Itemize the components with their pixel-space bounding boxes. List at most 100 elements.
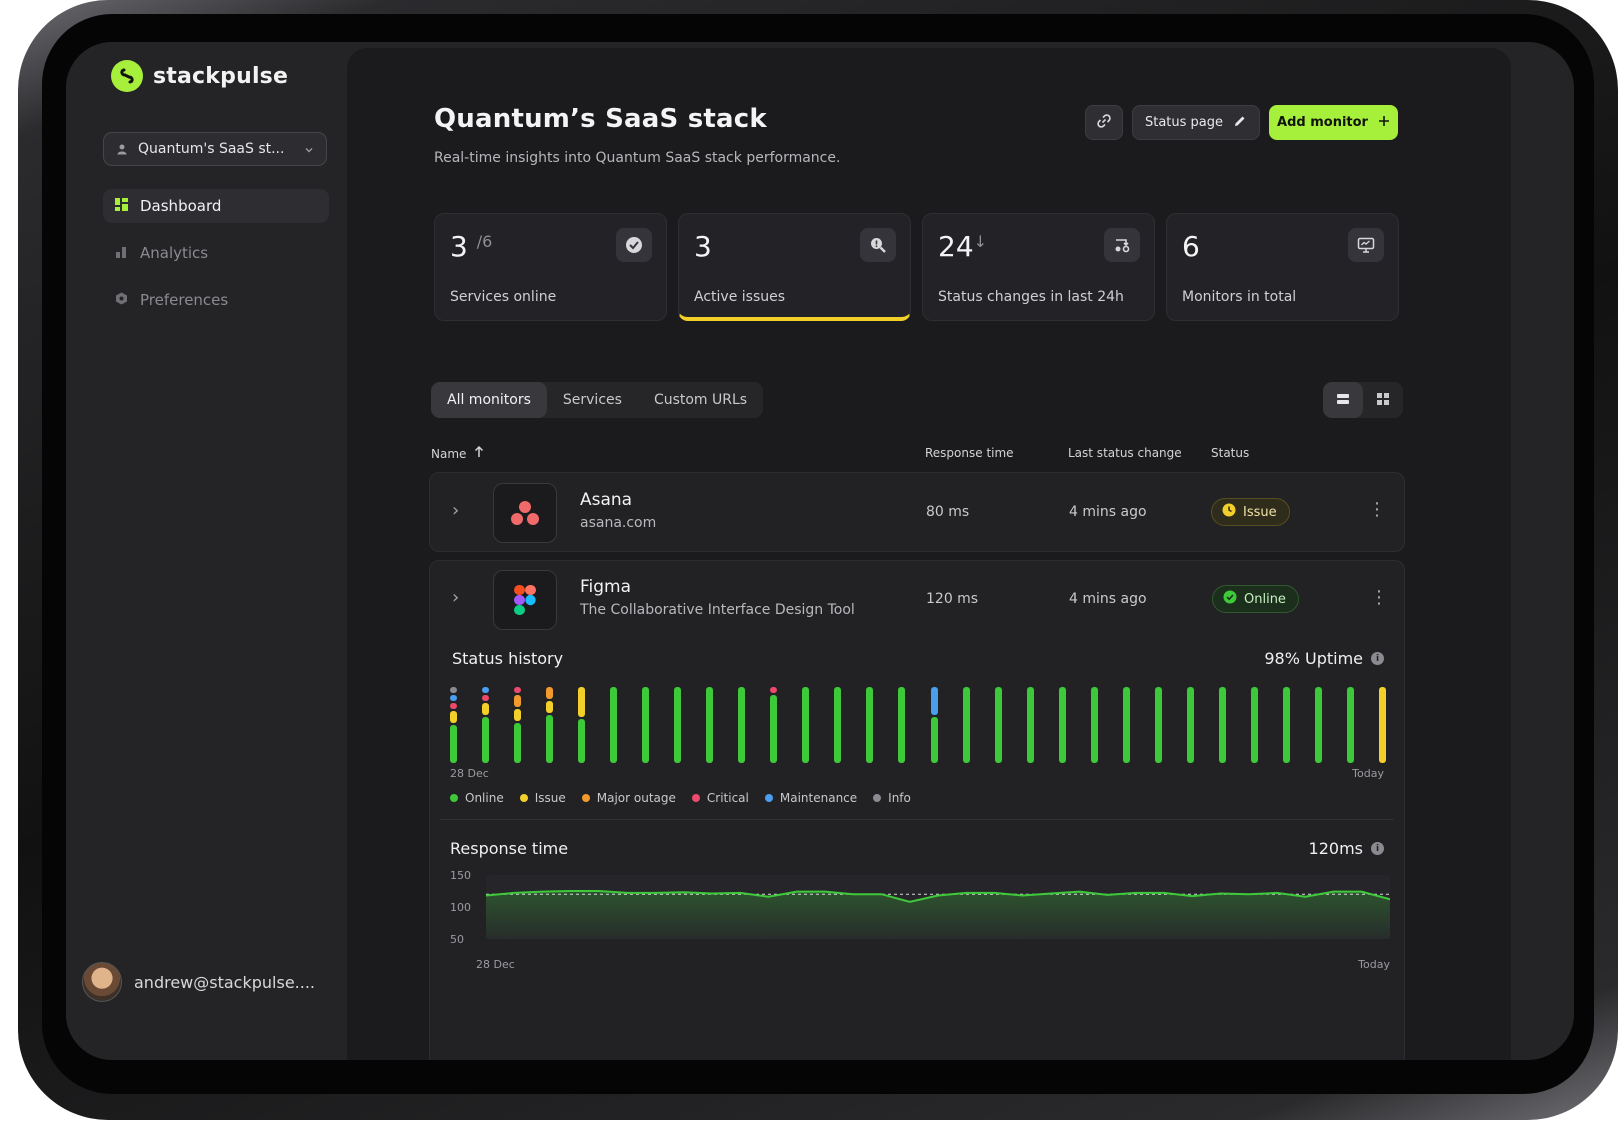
status-badge: Issue xyxy=(1211,498,1290,526)
status-day-bar[interactable] xyxy=(738,687,746,763)
status-segment-major xyxy=(514,695,522,707)
chevron-right-icon[interactable]: › xyxy=(452,587,460,608)
column-header-response-time[interactable]: Response time xyxy=(925,446,1014,460)
status-day-bar[interactable] xyxy=(1379,687,1386,763)
column-header-name[interactable]: Name xyxy=(431,445,484,461)
status-day-bar[interactable] xyxy=(1314,687,1322,763)
sidebar-item-analytics[interactable]: Analytics xyxy=(103,236,329,270)
stat-card-services-online: 3 /6 Services online xyxy=(434,213,667,321)
status-day-bar[interactable] xyxy=(514,687,522,763)
legend-dot xyxy=(450,794,458,802)
app-name: stackpulse xyxy=(153,63,289,89)
sidebar-item-dashboard[interactable]: Dashboard xyxy=(103,189,329,223)
status-day-bar[interactable] xyxy=(962,687,970,763)
copy-link-button[interactable] xyxy=(1085,105,1123,140)
user-menu[interactable]: andrew@stackpulse.... xyxy=(82,962,315,1002)
status-segment-online xyxy=(1154,687,1162,763)
sidebar-item-label: Analytics xyxy=(140,244,209,262)
logo[interactable]: stackpulse xyxy=(111,60,288,92)
status-day-bar[interactable] xyxy=(898,687,906,763)
last-change-value: 4 mins ago xyxy=(1069,504,1147,520)
status-day-bar[interactable] xyxy=(802,687,810,763)
stat-label: Status changes in last 24h xyxy=(938,289,1124,305)
status-segment-major xyxy=(546,687,554,699)
status-day-bar[interactable] xyxy=(994,687,1002,763)
column-header-status[interactable]: Status xyxy=(1211,446,1250,460)
status-day-bar[interactable] xyxy=(770,687,778,763)
chevron-right-icon[interactable]: › xyxy=(452,500,460,521)
response-time-value: 80 ms xyxy=(926,504,970,520)
table-row[interactable]: › Asana asana.com 80 ms 4 mins ago Issue… xyxy=(429,472,1405,552)
status-day-bar[interactable] xyxy=(578,687,586,763)
status-badge: Online xyxy=(1212,585,1299,613)
status-day-bar[interactable] xyxy=(1090,687,1098,763)
tab-custom-urls[interactable]: Custom URLs xyxy=(653,392,748,408)
add-monitor-button[interactable]: Add monitor xyxy=(1269,105,1398,140)
status-page-button[interactable]: Status page xyxy=(1132,105,1260,140)
tab-all-monitors[interactable]: All monitors xyxy=(431,382,547,418)
status-day-bar[interactable] xyxy=(1250,687,1258,763)
status-history-bars xyxy=(450,687,1386,763)
stat-label: Services online xyxy=(450,289,557,305)
clock-icon xyxy=(1222,503,1236,521)
status-segment-online xyxy=(1122,687,1130,763)
status-day-bar[interactable] xyxy=(930,687,938,763)
uptime-label: 98% Uptime xyxy=(1264,649,1363,668)
status-segment-online xyxy=(1282,687,1290,763)
status-segment-online xyxy=(1346,687,1354,763)
status-segment-online xyxy=(1090,687,1098,763)
status-segment-issue xyxy=(578,687,586,717)
more-options-icon[interactable]: ⋮ xyxy=(1370,587,1388,608)
tab-services[interactable]: Services xyxy=(562,392,622,408)
legend-dot xyxy=(873,794,882,802)
more-options-icon[interactable]: ⋮ xyxy=(1368,499,1386,520)
workspace-selector[interactable]: Quantum's SaaS st... xyxy=(103,132,327,166)
status-badge-label: Issue xyxy=(1243,504,1277,520)
status-day-bar[interactable] xyxy=(1218,687,1226,763)
legend-dot xyxy=(581,794,590,802)
check-circle-icon xyxy=(616,228,652,262)
monitor-name: Figma xyxy=(580,577,632,597)
response-time-end-label: Today xyxy=(1358,958,1390,971)
monitor-icon xyxy=(1348,228,1384,262)
response-time-value: 120 ms xyxy=(926,591,979,607)
list-view-button[interactable] xyxy=(1323,382,1363,418)
status-day-bar[interactable] xyxy=(706,687,714,763)
status-day-bar[interactable] xyxy=(674,687,682,763)
status-segment-online xyxy=(962,687,970,763)
info-icon[interactable]: i xyxy=(1371,652,1384,665)
response-time-area xyxy=(486,891,1390,939)
status-day-bar[interactable] xyxy=(1058,687,1066,763)
status-day-bar[interactable] xyxy=(1154,687,1162,763)
info-icon[interactable]: i xyxy=(1371,842,1384,855)
legend-item: Critical xyxy=(691,791,749,805)
status-segment-online xyxy=(450,725,457,763)
status-day-bar[interactable] xyxy=(866,687,874,763)
sidebar-item-label: Dashboard xyxy=(140,197,222,215)
status-day-bar[interactable] xyxy=(1122,687,1130,763)
table-row-expanded: › Figma The Collaborative Interface Desi… xyxy=(429,560,1405,1060)
status-day-bar[interactable] xyxy=(834,687,842,763)
status-segment-issue xyxy=(482,703,490,715)
column-header-last-status-change[interactable]: Last status change xyxy=(1068,446,1182,460)
status-segment-online xyxy=(994,687,1002,763)
status-segment-online xyxy=(1186,687,1194,763)
grid-view-icon xyxy=(1376,391,1390,410)
status-day-bar[interactable] xyxy=(1186,687,1194,763)
status-day-bar[interactable] xyxy=(1346,687,1354,763)
status-day-bar[interactable] xyxy=(450,687,457,763)
status-segment-online xyxy=(1250,687,1258,763)
grid-view-button[interactable] xyxy=(1363,382,1403,418)
status-segment-online xyxy=(546,715,554,763)
monitor-url: asana.com xyxy=(580,515,657,531)
divider xyxy=(440,819,1394,820)
status-day-bar[interactable] xyxy=(1282,687,1290,763)
status-day-bar[interactable] xyxy=(1026,687,1034,763)
status-day-bar[interactable] xyxy=(610,687,618,763)
status-segment-issue xyxy=(1379,687,1386,763)
status-day-bar[interactable] xyxy=(482,687,490,763)
sidebar-item-preferences[interactable]: Preferences xyxy=(103,283,329,317)
status-day-bar[interactable] xyxy=(642,687,650,763)
stat-value: 3 xyxy=(694,230,712,263)
status-day-bar[interactable] xyxy=(546,687,554,763)
